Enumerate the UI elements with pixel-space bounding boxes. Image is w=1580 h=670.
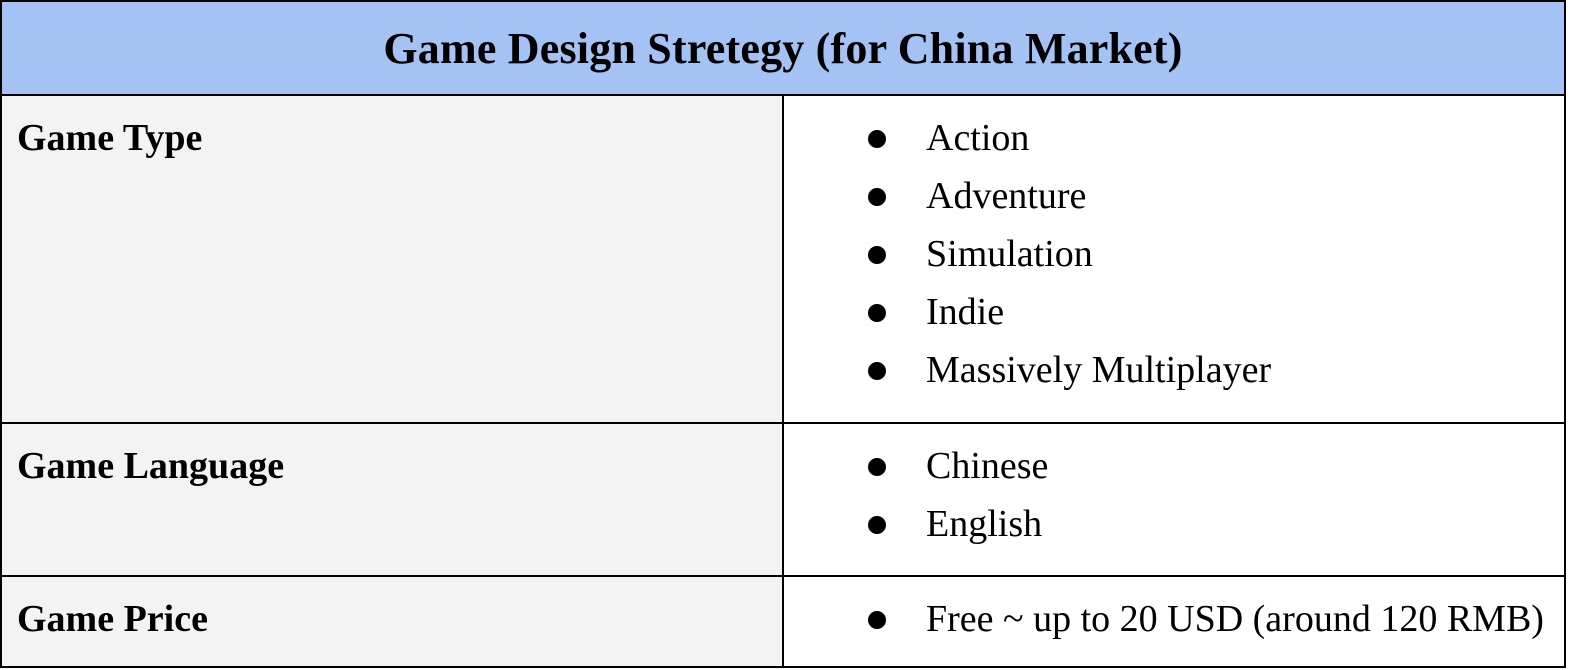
- row-label-game-language: Game Language: [1, 423, 783, 576]
- table-title: Game Design Stretegy (for China Market): [1, 1, 1565, 95]
- list-item-text: Action: [926, 117, 1029, 159]
- bullet-icon: [868, 611, 886, 629]
- list-item-text: Chinese: [926, 445, 1048, 487]
- row-value-game-price: Free ~ up to 20 USD (around 120 RMB): [783, 576, 1565, 667]
- list-item-text: Indie: [926, 291, 1004, 333]
- list-item: Chinese: [784, 444, 1564, 502]
- bullet-icon: [868, 188, 886, 206]
- row-label-game-type: Game Type: [1, 95, 783, 423]
- list-item: English: [784, 502, 1564, 560]
- table-row-game-language: Game Language Chinese English: [1, 423, 1565, 576]
- bullet-list-game-price: Free ~ up to 20 USD (around 120 RMB): [784, 577, 1564, 655]
- list-item-text: Adventure: [926, 175, 1086, 217]
- title-row: Game Design Stretegy (for China Market): [1, 1, 1565, 95]
- bullet-icon: [868, 362, 886, 380]
- list-item-text: Simulation: [926, 233, 1093, 275]
- list-item: Indie: [784, 290, 1564, 348]
- list-item: Action: [784, 116, 1564, 174]
- list-item-text: English: [926, 503, 1042, 545]
- bullet-list-game-type: Action Adventure Simulation Indie Massiv…: [784, 96, 1564, 406]
- bullet-icon: [868, 130, 886, 148]
- list-item: Free ~ up to 20 USD (around 120 RMB): [784, 597, 1564, 655]
- table-row-game-type: Game Type Action Adventure Simulation In…: [1, 95, 1565, 423]
- row-value-game-language: Chinese English: [783, 423, 1565, 576]
- list-item: Adventure: [784, 174, 1564, 232]
- bullet-icon: [868, 246, 886, 264]
- list-item-text: Massively Multiplayer: [926, 349, 1271, 391]
- list-item: Simulation: [784, 232, 1564, 290]
- bullet-icon: [868, 304, 886, 322]
- list-item-text: Free ~ up to 20 USD (around 120 RMB): [926, 598, 1544, 640]
- row-value-game-type: Action Adventure Simulation Indie Massiv…: [783, 95, 1565, 423]
- bullet-list-game-language: Chinese English: [784, 424, 1564, 560]
- row-label-game-price: Game Price: [1, 576, 783, 667]
- bullet-icon: [868, 516, 886, 534]
- table-row-game-price: Game Price Free ~ up to 20 USD (around 1…: [1, 576, 1565, 667]
- bullet-icon: [868, 458, 886, 476]
- list-item: Massively Multiplayer: [784, 348, 1564, 406]
